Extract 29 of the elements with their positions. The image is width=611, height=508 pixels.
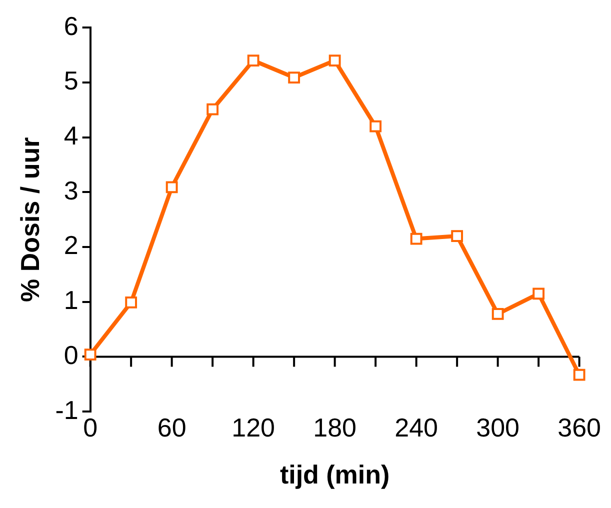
x-tick-label: 60 (157, 412, 186, 442)
point (370, 120, 382, 132)
x-tick-label: 120 (232, 412, 276, 442)
y-tick-label: 5 (64, 66, 78, 96)
point (410, 232, 422, 245)
point (166, 181, 178, 194)
point (288, 72, 300, 84)
y-tick-label: 2 (64, 230, 78, 260)
point (573, 368, 586, 381)
x-tick-label: 180 (313, 412, 357, 442)
point (328, 54, 341, 66)
y-tick-label: 3 (64, 175, 78, 206)
y-tick-label: -1 (55, 394, 78, 425)
point (451, 230, 464, 242)
point (247, 54, 260, 66)
x-tick-label: 0 (83, 412, 98, 442)
y-tick-label: 4 (64, 120, 78, 150)
x-axis-title: tijd (min) (280, 460, 390, 490)
y-tick-label: 0 (64, 340, 78, 370)
point (532, 288, 545, 300)
x-tick-label: 300 (476, 412, 520, 442)
y-tick-label: 1 (64, 285, 78, 316)
point (206, 103, 219, 116)
y-axis-title: % Dosis / uur (14, 137, 45, 302)
point (125, 296, 138, 308)
y-tick-label: 6 (64, 10, 78, 41)
x-tick-label: 240 (394, 412, 438, 442)
point (492, 308, 504, 320)
x-tick-label: 360 (558, 412, 602, 442)
